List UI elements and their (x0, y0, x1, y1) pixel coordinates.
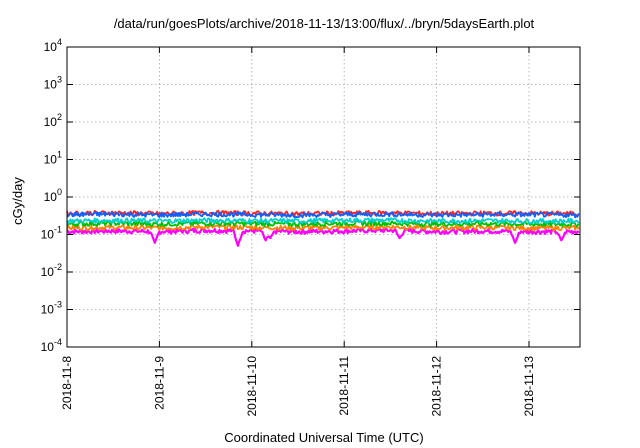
y-tick-label: 10-4 (41, 337, 62, 354)
y-tick-label: 104 (44, 37, 62, 54)
y-axis: 10-4 10-3 10-2 10-1 100 101 102 103 104 (41, 37, 580, 354)
y-tick-label: 102 (44, 112, 62, 129)
x-axis: 2018-11-8 2018-11-9 2018-11-10 2018-11-11 20… (60, 47, 536, 417)
x-tick-label: 2018-11-10 (245, 356, 259, 417)
x-tick-label: 2018-11-9 (152, 356, 166, 410)
series-group (66, 209, 580, 247)
series-line-2 (66, 224, 580, 232)
y-tick-label: 10-1 (41, 225, 62, 242)
y-tick-label: 103 (44, 75, 62, 92)
series-line-1 (66, 227, 580, 247)
x-tick-label: 2018-11-11 (337, 356, 351, 416)
x-tick-label: 2018-11-12 (430, 356, 444, 417)
series-line-4 (66, 217, 580, 225)
x-axis-label: Coordinated Universal Time (UTC) (224, 430, 423, 445)
y-tick-label: 10-3 (41, 300, 62, 317)
x-tick-label: 2018-11-8 (60, 356, 74, 410)
x-tick-label: 2018-11-13 (522, 356, 536, 417)
y-tick-label: 10-2 (41, 262, 62, 279)
grid (67, 47, 580, 347)
series-line-6 (66, 211, 580, 219)
y-axis-label: cGy/day (10, 177, 25, 225)
y-tick-label: 100 (44, 187, 62, 204)
y-tick-label: 101 (44, 150, 62, 167)
chart-title: /data/run/goesPlots/archive/2018-11-13/1… (114, 16, 535, 31)
series-line-3 (66, 220, 580, 228)
